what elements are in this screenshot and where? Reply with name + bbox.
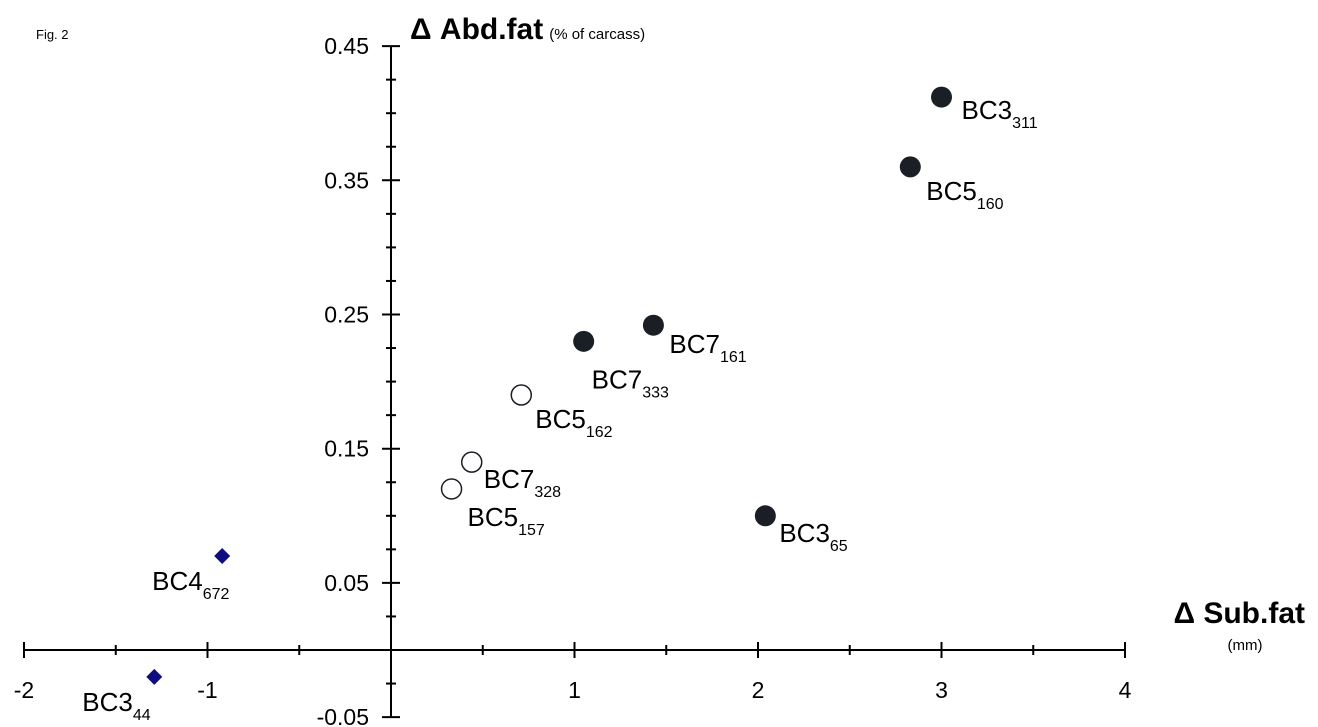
point-label: BC7161	[669, 329, 746, 366]
x-tick-label: 1	[568, 677, 581, 703]
x-tick-label: 3	[935, 677, 948, 703]
point-label: BC344	[82, 687, 150, 724]
ticks: -2 -1 1 2 3 4 0.45 0.35 0.25 0.15 0.05 -0.05	[14, 33, 1132, 727]
y-tick-label: 0.25	[324, 302, 369, 328]
axes	[24, 46, 1125, 718]
point-label: BC365	[779, 518, 847, 555]
x-axis-title: Δ Sub.fat	[1173, 597, 1305, 630]
diamond-marker	[146, 668, 163, 685]
open-circle-marker	[510, 384, 533, 406]
y-tick-label: 0.35	[324, 167, 369, 193]
point-label: BC5162	[535, 404, 612, 441]
x-tick-label: -1	[197, 677, 217, 703]
filled-circle-marker	[573, 330, 595, 352]
x-tick-label: -2	[14, 677, 34, 703]
axis-titles: Δ Abd.fat (% of carcass) Δ Sub.fat (mm)	[410, 13, 1305, 654]
open-circle-marker	[440, 478, 463, 500]
point-label: BC5160	[926, 176, 1003, 213]
point-label: BC7333	[592, 364, 669, 401]
data-points	[146, 86, 952, 685]
point-label: BC3311	[962, 95, 1038, 132]
filled-circle-marker	[899, 156, 921, 178]
y-axis-title: Δ Abd.fat (% of carcass)	[410, 13, 645, 46]
y-tick-label: 0.15	[324, 436, 369, 462]
point-label: BC5157	[468, 502, 545, 539]
y-tick-label: 0.05	[324, 570, 369, 596]
point-label: BC4672	[152, 566, 229, 603]
filled-circle-marker	[642, 314, 664, 336]
y-tick-label: -0.05	[317, 704, 369, 727]
x-axis-unit: (mm)	[1228, 637, 1263, 654]
figure-label: Fig. 2	[36, 27, 69, 42]
open-circle-marker	[460, 451, 483, 473]
filled-circle-marker	[754, 505, 776, 527]
point-label: BC7328	[484, 464, 561, 501]
diamond-marker	[214, 548, 231, 565]
x-tick-label: 2	[752, 677, 765, 703]
y-tick-label: 0.45	[324, 33, 369, 59]
filled-circle-marker	[931, 86, 952, 108]
x-tick-label: 4	[1119, 677, 1132, 703]
